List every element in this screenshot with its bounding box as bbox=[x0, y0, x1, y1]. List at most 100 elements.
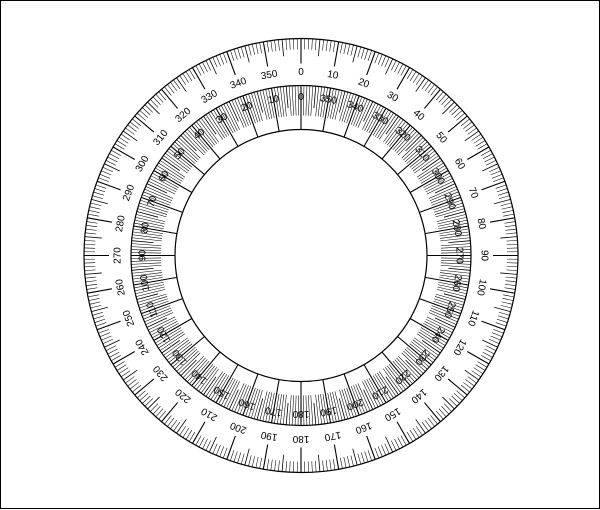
outer-tick bbox=[386, 437, 393, 452]
outer-scale-label: 50 bbox=[433, 130, 449, 146]
outer-tick bbox=[91, 199, 107, 203]
outer-tick bbox=[344, 43, 346, 54]
outer-tick bbox=[347, 456, 349, 467]
outer-scale-label: 20 bbox=[356, 77, 371, 91]
inner-scale-label: 160 bbox=[237, 396, 257, 412]
outer-tick bbox=[98, 178, 108, 182]
inner-tick bbox=[311, 395, 313, 425]
outer-scale-label: 120 bbox=[450, 337, 468, 357]
outer-tick bbox=[315, 461, 316, 472]
outer-tick bbox=[448, 116, 467, 132]
outer-tick bbox=[481, 181, 504, 190]
outer-tick bbox=[326, 40, 327, 51]
inner-tick bbox=[444, 294, 465, 300]
inner-tick bbox=[448, 268, 470, 270]
inner-scale-label: 310 bbox=[412, 144, 431, 164]
outer-tick bbox=[483, 154, 493, 159]
outer-tick bbox=[361, 452, 364, 463]
inner-tick bbox=[132, 268, 154, 270]
outer-tick bbox=[206, 441, 211, 451]
outer-tick bbox=[213, 57, 217, 67]
outer-scale-label: 240 bbox=[133, 337, 151, 357]
outer-scale-label: 80 bbox=[475, 217, 488, 230]
outer-tick bbox=[267, 41, 269, 52]
outer-tick bbox=[497, 188, 507, 191]
outer-tick bbox=[318, 455, 319, 472]
outer-scale-label: 180 bbox=[292, 433, 309, 444]
outer-tick bbox=[256, 457, 258, 468]
inner-scale-label: 230 bbox=[412, 347, 431, 367]
outer-tick bbox=[234, 451, 237, 461]
outer-tick bbox=[507, 244, 518, 245]
outer-tick bbox=[493, 329, 503, 333]
outer-tick bbox=[494, 199, 510, 203]
outer-tick bbox=[275, 40, 276, 51]
outer-tick bbox=[330, 41, 332, 52]
outer-tick bbox=[323, 40, 324, 51]
outer-tick bbox=[96, 185, 106, 189]
outer-tick bbox=[506, 233, 517, 234]
outer-tick bbox=[491, 336, 501, 340]
outer-tick bbox=[501, 305, 512, 308]
inner-scale-label: 340 bbox=[345, 99, 365, 115]
outer-scale-label: 70 bbox=[466, 186, 480, 201]
outer-tick bbox=[282, 39, 283, 56]
outer-tick bbox=[334, 42, 338, 67]
outer-scale-label: 350 bbox=[260, 68, 279, 82]
outer-tick bbox=[505, 281, 516, 282]
outer-scale-label: 90 bbox=[478, 250, 489, 262]
outer-tick bbox=[378, 54, 382, 64]
inner-scale-label: 190 bbox=[319, 404, 338, 418]
inner-tick bbox=[314, 403, 316, 425]
outer-tick bbox=[340, 458, 342, 469]
outer-tick bbox=[90, 203, 101, 206]
outer-tick bbox=[85, 240, 96, 241]
inner-tick bbox=[295, 86, 296, 116]
inner-tick bbox=[339, 91, 345, 112]
outer-tick bbox=[499, 312, 510, 315]
inner-tick bbox=[283, 86, 286, 116]
outer-tick bbox=[482, 340, 497, 347]
outer-tick bbox=[238, 48, 241, 59]
outer-tick bbox=[489, 167, 499, 171]
outer-tick bbox=[85, 270, 96, 271]
outer-tick bbox=[101, 336, 111, 340]
outer-tick bbox=[286, 39, 287, 50]
outer-tick bbox=[353, 46, 357, 62]
outer-tick bbox=[241, 47, 244, 58]
outer-tick bbox=[347, 44, 349, 55]
inner-tick bbox=[132, 270, 162, 273]
outer-tick bbox=[249, 45, 252, 56]
outer-tick bbox=[496, 185, 506, 189]
outer-tick bbox=[312, 461, 313, 472]
outer-tick bbox=[465, 370, 479, 380]
outer-tick bbox=[123, 370, 137, 380]
outer-tick bbox=[503, 295, 514, 297]
outer-tick bbox=[358, 454, 361, 465]
outer-tick bbox=[391, 60, 396, 70]
inner-tick bbox=[131, 247, 161, 249]
outer-tick bbox=[101, 171, 111, 175]
outer-tick bbox=[148, 102, 160, 114]
outer-tick bbox=[85, 273, 102, 274]
outer-tick bbox=[93, 192, 104, 195]
inner-scale-label: 30 bbox=[215, 111, 231, 126]
inner-tick bbox=[441, 265, 471, 267]
outer-tick bbox=[381, 56, 385, 66]
outer-tick bbox=[368, 50, 372, 60]
inner-tick bbox=[316, 395, 319, 425]
outer-scale-label: 190 bbox=[260, 429, 279, 443]
outer-scale-label: 0 bbox=[298, 67, 304, 78]
outer-tick bbox=[365, 451, 368, 461]
inner-scale-label: 60 bbox=[157, 169, 172, 185]
outer-tick bbox=[486, 346, 496, 351]
outer-tick bbox=[263, 445, 267, 470]
outer-scale-label: 40 bbox=[411, 108, 427, 124]
outer-tick bbox=[502, 298, 513, 300]
inner-tick bbox=[257, 398, 263, 419]
outer-tick bbox=[96, 323, 106, 327]
outer-tick bbox=[260, 42, 262, 53]
inner-tick bbox=[311, 86, 313, 116]
outer-tick bbox=[148, 397, 160, 409]
outer-tick bbox=[315, 39, 316, 50]
